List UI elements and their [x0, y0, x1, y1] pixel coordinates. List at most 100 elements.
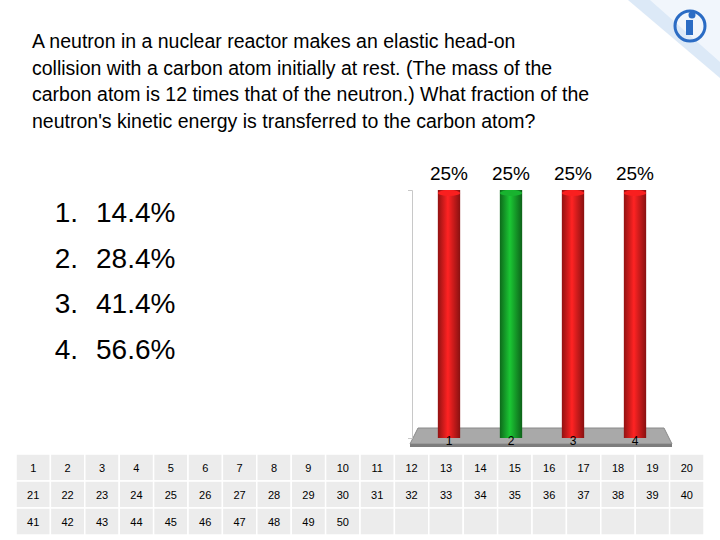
data-label: 25% [616, 163, 654, 184]
grid-number: 40 [681, 489, 693, 501]
grid-number: 2 [65, 462, 71, 474]
grid-number: 12 [405, 462, 417, 474]
bar [500, 190, 522, 438]
data-label: 25% [430, 163, 468, 184]
grid-cell [291, 481, 325, 508]
grid-number: 48 [268, 516, 280, 528]
grid-cell [429, 508, 463, 535]
grid-number: 27 [233, 489, 245, 501]
grid-cell [670, 481, 704, 508]
grid-cell [119, 508, 153, 535]
y-tick-mark [408, 190, 412, 191]
x-tick: 2 [508, 434, 515, 448]
grid-cell [326, 481, 360, 508]
grid-cell [498, 454, 532, 481]
grid-cell [85, 481, 119, 508]
grid-cell [566, 481, 600, 508]
grid-number: 15 [509, 462, 521, 474]
background [0, 0, 720, 540]
grid-cell [85, 508, 119, 535]
grid-number: 47 [233, 516, 245, 528]
grid-cell [635, 454, 669, 481]
grid-number: 39 [646, 489, 658, 501]
grid-cell [257, 454, 291, 481]
grid-number: 7 [237, 462, 243, 474]
grid-cell [50, 481, 84, 508]
y-tick [408, 190, 412, 191]
option-number: 4. [55, 334, 78, 365]
grid-cell [670, 508, 704, 535]
option-text: 14.4% [96, 197, 175, 228]
grid-cell [498, 508, 532, 535]
grid-cell [291, 454, 325, 481]
grid-cell [154, 454, 188, 481]
question: A neutron in a nuclear reactor makes an … [32, 30, 589, 132]
grid-cell [463, 454, 497, 481]
grid-cell [532, 481, 566, 508]
grid-number: 4 [133, 462, 139, 474]
bar-cap [500, 190, 522, 196]
grid-cell [429, 481, 463, 508]
grid-cell [394, 508, 428, 535]
grid-number: 29 [302, 489, 314, 501]
grid-cell [394, 481, 428, 508]
options: 1.14.4%2.28.4%3.41.4%4.56.6% [55, 197, 176, 365]
grid-cell [188, 454, 222, 481]
option-text: 41.4% [96, 288, 175, 319]
bar [438, 190, 460, 438]
x-tick: 1 [446, 434, 453, 448]
grid-number: 23 [96, 489, 108, 501]
grid-cell [360, 481, 394, 508]
bar [562, 190, 584, 438]
logo-fold-light [650, 0, 720, 62]
grid-number: 33 [440, 489, 452, 501]
grid-number: 9 [305, 462, 311, 474]
grid-number: 41 [27, 516, 39, 528]
slide: A neutron in a nuclear reactor makes an … [0, 0, 720, 540]
grid-cell [291, 508, 325, 535]
grid-number: 13 [440, 462, 452, 474]
option-number: 3. [55, 288, 78, 319]
chart: 25%25%25%25%1234 [408, 163, 672, 448]
data-labels: 25%25%25%25% [430, 163, 654, 184]
grid-number: 14 [474, 462, 486, 474]
grid-cell [326, 454, 360, 481]
grid-number: 22 [61, 489, 73, 501]
grid-number: 50 [337, 516, 349, 528]
grid-cell [635, 508, 669, 535]
grid-number: 45 [165, 516, 177, 528]
grid-number: 5 [168, 462, 174, 474]
y-axis-line [408, 191, 413, 439]
grid-cell [463, 481, 497, 508]
grid-number: 1 [30, 462, 36, 474]
grid-cell [601, 481, 635, 508]
grid-cell [154, 508, 188, 535]
grid-number: 21 [27, 489, 39, 501]
grid-cell [394, 454, 428, 481]
grid-cell [566, 454, 600, 481]
x-tick-label: 1 [446, 434, 453, 448]
grid-cell [601, 508, 635, 535]
question-line: carbon atom is 12 times that of the neut… [32, 83, 589, 105]
grid-cell [119, 481, 153, 508]
grid-number: 8 [271, 462, 277, 474]
grid-cell [16, 481, 50, 508]
grid-number: 36 [543, 489, 555, 501]
grid-number: 25 [165, 489, 177, 501]
grid-number: 37 [577, 489, 589, 501]
grid-cell [16, 508, 50, 535]
grid-cell [50, 454, 84, 481]
grid-number: 49 [302, 516, 314, 528]
option-number: 2. [55, 243, 78, 274]
grid-number: 30 [337, 489, 349, 501]
grid-number: 26 [199, 489, 211, 501]
option-text: 28.4% [96, 243, 175, 274]
grid-cell [498, 481, 532, 508]
grid-number: 18 [612, 462, 624, 474]
grid-cell [119, 454, 153, 481]
grid-number: 35 [509, 489, 521, 501]
question-line: collision with a carbon atom initially a… [32, 57, 552, 79]
grid-cell [532, 454, 566, 481]
x-axis: 1234 [446, 434, 639, 448]
grid-cell [360, 508, 394, 535]
